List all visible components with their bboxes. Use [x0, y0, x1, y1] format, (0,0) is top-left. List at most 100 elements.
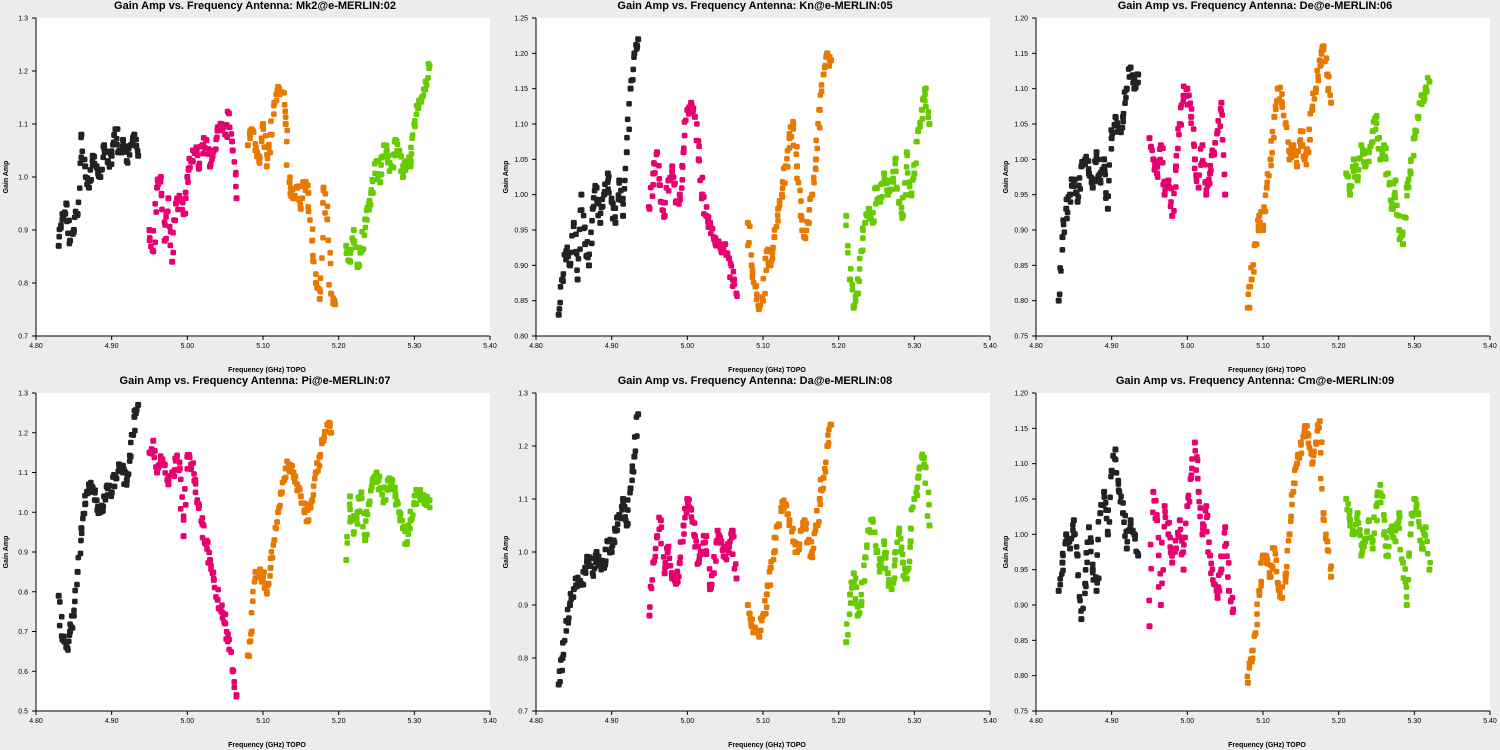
data-point-fill	[367, 201, 374, 208]
series-4	[843, 451, 933, 646]
data-point-fill	[1285, 537, 1292, 544]
data-point-fill	[826, 63, 833, 69]
data-point-fill	[574, 267, 580, 274]
data-point-fill	[731, 276, 738, 283]
data-point-fill	[796, 541, 803, 547]
data-point-fill	[920, 455, 927, 462]
x-tick-label: 4.80	[29, 343, 43, 350]
data-point-fill	[773, 223, 780, 230]
chart-svg: 4.80 4.90 5.00 5.10 5.20 5.30 5.40 0.5 0.6 0.7 0.8…	[3, 375, 497, 749]
data-point-fill	[1162, 508, 1168, 515]
data-point-fill	[680, 145, 687, 152]
data-point-fill	[1345, 501, 1352, 507]
data-point-fill	[776, 202, 783, 209]
data-point	[1199, 531, 1206, 538]
data-point-fill	[1268, 162, 1274, 169]
data-point	[778, 191, 785, 198]
data-point-fill	[1381, 517, 1388, 523]
x-tick-label: 5.40	[1483, 343, 1497, 350]
data-point-fill	[573, 231, 579, 238]
data-point-fill	[843, 222, 849, 229]
data-point	[744, 602, 751, 608]
data-point-fill	[1097, 180, 1104, 186]
x-tick-label: 5.20	[1332, 718, 1346, 725]
data-point-fill	[892, 160, 898, 167]
data-point-fill	[1377, 499, 1384, 506]
data-point-fill	[849, 286, 856, 293]
data-point-fill	[225, 631, 231, 638]
data-point-fill	[693, 538, 699, 544]
data-point-fill	[1361, 543, 1367, 550]
data-point-fill	[1325, 548, 1332, 554]
data-point	[1324, 538, 1331, 545]
data-point	[233, 692, 240, 699]
data-point	[1305, 432, 1312, 439]
data-point-fill	[91, 153, 98, 160]
data-point-fill	[317, 275, 324, 281]
data-point-fill	[1269, 563, 1276, 570]
data-point-fill	[1384, 553, 1391, 560]
data-point-fill	[916, 465, 923, 472]
data-point-fill	[1101, 494, 1108, 500]
data-point-fill	[1385, 543, 1392, 550]
series-3	[744, 50, 835, 313]
data-point-fill	[1355, 166, 1362, 173]
data-point-fill	[386, 168, 393, 175]
data-point	[1377, 481, 1384, 488]
data-point-fill	[79, 148, 86, 155]
data-point	[1286, 531, 1293, 538]
data-point	[362, 537, 369, 544]
data-point	[1271, 545, 1278, 552]
data-point-fill	[651, 161, 658, 167]
data-point-fill	[1258, 209, 1264, 215]
data-point-fill	[913, 160, 919, 166]
data-point-fill	[382, 497, 389, 503]
data-point	[646, 612, 653, 619]
data-point-fill	[71, 229, 77, 235]
y-tick-label: 1.0	[18, 510, 28, 517]
data-point-fill	[1095, 536, 1101, 543]
data-point-fill	[266, 141, 272, 148]
data-point-fill	[364, 531, 370, 538]
data-point	[589, 570, 596, 577]
data-point-fill	[626, 101, 632, 107]
data-point-fill	[1304, 422, 1310, 429]
data-point-fill	[1109, 130, 1116, 137]
data-point	[426, 497, 433, 504]
data-point-fill	[1094, 552, 1101, 558]
y-tick-label: 1.05	[1014, 122, 1028, 129]
data-point	[1055, 297, 1062, 304]
data-point-fill	[1272, 551, 1279, 557]
data-point	[820, 474, 827, 481]
data-point	[688, 506, 695, 513]
data-point-fill	[1173, 152, 1180, 159]
data-point	[1222, 191, 1229, 198]
data-point-fill	[1420, 546, 1426, 552]
data-point	[661, 570, 668, 577]
data-point-fill	[1289, 501, 1295, 508]
data-point-fill	[560, 651, 567, 658]
data-point-fill	[1083, 550, 1090, 556]
data-point-fill	[1380, 512, 1387, 518]
data-point-fill	[765, 246, 771, 253]
data-point-fill	[711, 553, 717, 560]
data-point-fill	[1189, 456, 1195, 462]
data-point-fill	[250, 129, 257, 135]
data-point-fill	[695, 138, 702, 144]
data-point-fill	[1279, 584, 1286, 590]
data-point-fill	[803, 526, 809, 532]
data-point-fill	[1187, 100, 1194, 107]
data-point	[1154, 517, 1161, 524]
data-point-fill	[799, 227, 805, 234]
data-point	[1347, 191, 1354, 198]
data-point-fill	[774, 212, 781, 218]
data-point-fill	[1390, 206, 1396, 212]
data-point-fill	[564, 606, 571, 613]
data-point-fill	[1076, 175, 1083, 181]
data-point-fill	[305, 204, 311, 210]
data-point-fill	[167, 242, 174, 249]
data-point	[1207, 552, 1214, 559]
data-point-fill	[702, 539, 709, 546]
data-point-fill	[1120, 110, 1127, 117]
data-point-fill	[1121, 519, 1127, 525]
